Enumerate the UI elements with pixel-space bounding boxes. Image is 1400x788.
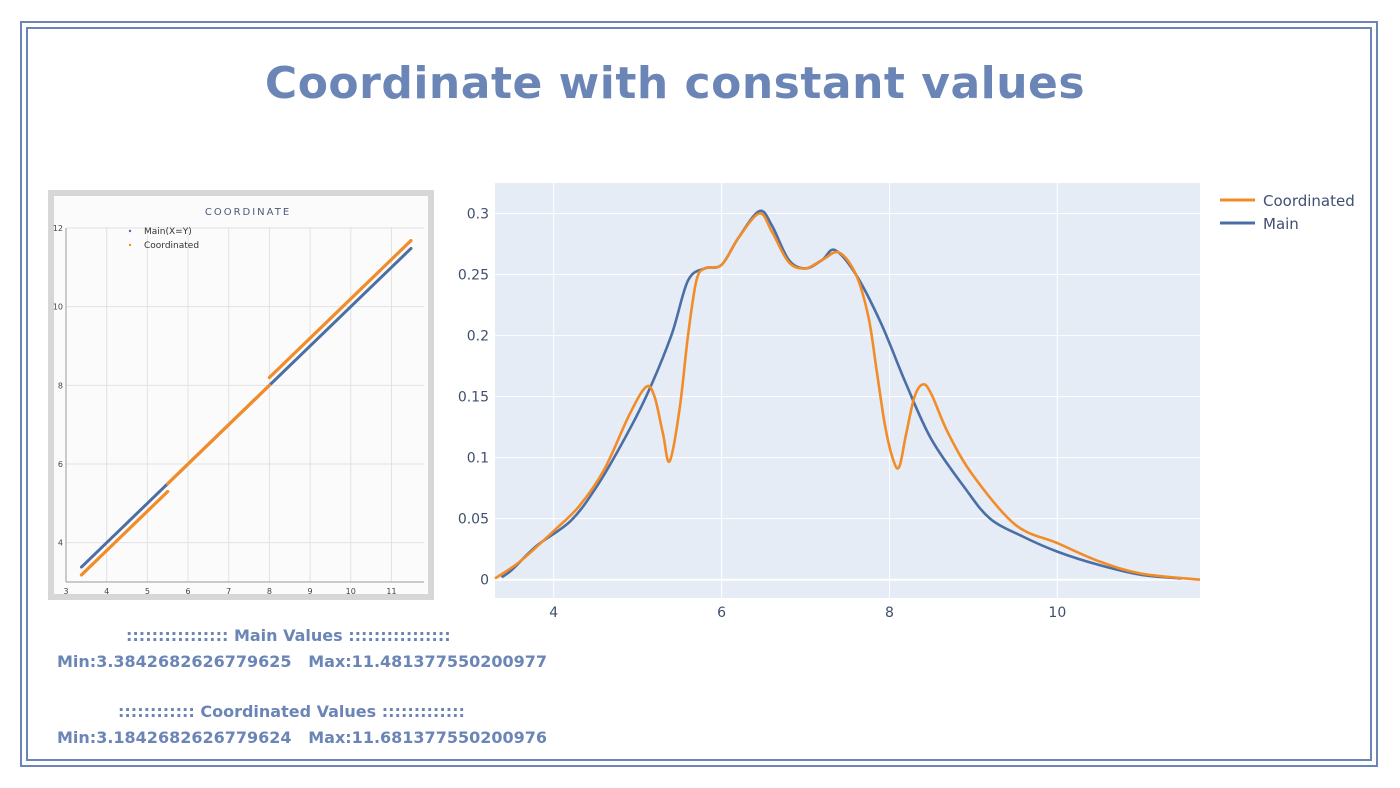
density-grid <box>495 183 1200 598</box>
scatter-x-tick-label: 10 <box>346 587 356 596</box>
density-y-tick-label: 0.15 <box>458 390 489 406</box>
scatter-x-tick-label: 8 <box>267 587 272 596</box>
page-title: Coordinate with constant values <box>264 58 1086 109</box>
legend-main-text: Main <box>1263 215 1299 233</box>
density-y-tick-label: 0.2 <box>467 329 489 345</box>
scatter-y-tick-label: 4 <box>58 539 63 548</box>
scatter-x-tick-label: 9 <box>308 587 313 596</box>
coordinated-values-minmax: Min:3.1842682626779624 Max:11.6813775502… <box>57 728 548 747</box>
scatter-axes: 3 4 5 6 7 8 9 10 11 4 6 8 10 12 <box>53 224 424 596</box>
scatter-legend: Main(X=Y) Coordinated <box>128 227 199 251</box>
scatter-panel <box>54 196 428 594</box>
scatter-x-tick-label: 4 <box>104 587 109 596</box>
scatter-coordinated-points <box>166 383 272 486</box>
density-y-tick-label: 0.3 <box>467 207 489 223</box>
density-y-tick-label: 0.25 <box>458 268 489 284</box>
main-values-minmax: Min:3.3842682626779625 Max:11.4813775502… <box>57 652 548 671</box>
scatter-y-tick-label: 8 <box>58 381 63 390</box>
density-coordinated-line <box>494 212 1201 581</box>
legend-coordinated-label: Coordinated <box>144 241 199 251</box>
coordinated-values-header: :::::::::::: Coordinated Values ::::::::… <box>118 702 465 721</box>
scatter-x-tick-label: 6 <box>185 587 190 596</box>
density-x-tick-label: 6 <box>717 605 726 618</box>
scatter-x-tick-label: 3 <box>63 587 68 596</box>
coordinate-scatter-chart: COORDINATE 3 4 5 6 7 8 9 10 11 4 6 8 10 12 Main(X=Y) … <box>48 190 434 600</box>
density-axes: 0 0.05 0.1 0.15 0.2 0.25 0.3 4 6 8 10 <box>458 207 1066 618</box>
scatter-title: COORDINATE <box>205 207 291 218</box>
scatter-y-tick-label: 12 <box>53 224 63 233</box>
density-data <box>494 209 1201 581</box>
density-plot-bg <box>495 183 1200 598</box>
legend-main-label: Main(X=Y) <box>144 227 192 237</box>
main-values-header: :::::::::::::::: Main Values :::::::::::… <box>126 626 451 645</box>
legend-main-marker <box>128 229 132 233</box>
scatter-y-tick-label: 10 <box>53 303 63 312</box>
density-x-tick-label: 10 <box>1048 605 1066 618</box>
density-y-tick-label: 0.05 <box>458 512 489 528</box>
density-line-chart: 0 0.05 0.1 0.15 0.2 0.25 0.3 4 6 8 10 Coordinated … <box>458 183 1355 618</box>
density-main-line <box>500 209 1182 580</box>
legend-coordinated-text: Coordinated <box>1263 192 1355 210</box>
scatter-x-tick-label: 7 <box>226 587 231 596</box>
scatter-coordinated-points <box>79 489 170 577</box>
density-y-tick-label: 0.1 <box>467 451 489 467</box>
density-legend: Coordinated Main <box>1220 192 1355 233</box>
scatter-data <box>79 238 413 577</box>
scatter-y-tick-label: 6 <box>58 460 63 469</box>
density-x-tick-label: 4 <box>549 605 558 618</box>
scatter-x-tick-label: 11 <box>386 587 396 596</box>
scatter-x-tick-label: 5 <box>145 587 150 596</box>
scatter-grid <box>65 227 424 582</box>
outer-frame <box>20 21 1378 767</box>
density-y-tick-label: 0 <box>480 573 489 589</box>
legend-coordinated-marker <box>128 243 132 247</box>
scatter-coordinated-points <box>267 238 413 380</box>
density-x-tick-label: 8 <box>885 605 894 618</box>
inner-frame <box>26 27 1372 761</box>
